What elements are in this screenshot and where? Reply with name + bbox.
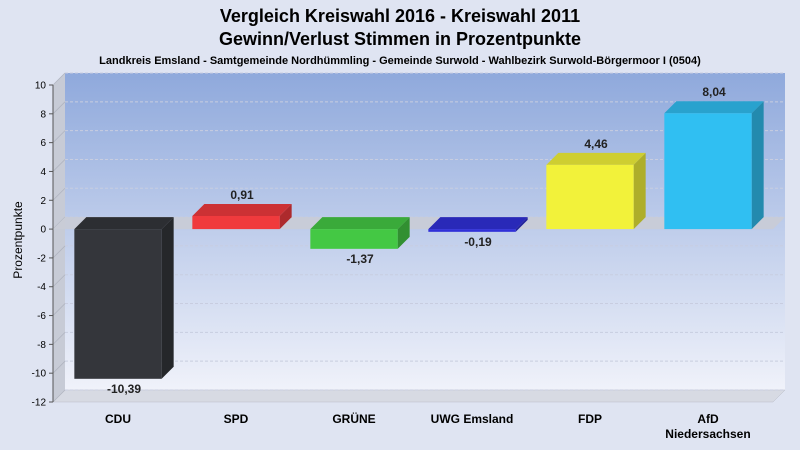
chart-subtitle: Landkreis Emsland - Samtgemeinde Nordhüm…	[99, 55, 701, 67]
bar-top	[664, 101, 764, 114]
bar-top	[74, 217, 174, 230]
bar-top	[546, 152, 646, 165]
y-tick-label: -8	[37, 340, 46, 351]
data-label: -1,37	[346, 252, 374, 266]
chart-title: Vergleich Kreiswahl 2016 - Kreiswahl 201…	[220, 6, 580, 26]
bar-side	[633, 152, 646, 230]
bar-top	[428, 217, 528, 230]
x-tick-label: AfD Niedersachsen	[665, 412, 750, 441]
x-tick-label: GRÜNE	[332, 411, 375, 426]
x-tick-label: FDP	[578, 412, 602, 426]
y-tick-label: -4	[37, 282, 46, 293]
data-label: 0,91	[230, 188, 254, 202]
gridline-side	[52, 332, 66, 345]
y-tick-label: 6	[40, 138, 46, 149]
x-tick-label: UWG Emsland	[431, 412, 514, 426]
bar	[664, 113, 752, 230]
gridline-side	[52, 130, 66, 143]
y-tick-label: 0	[40, 225, 46, 236]
gridline-side	[52, 159, 66, 172]
data-label: 4,46	[584, 137, 608, 151]
x-tick-label: CDU	[105, 412, 131, 426]
gridline-side	[52, 274, 66, 288]
y-tick-label: -6	[37, 311, 46, 322]
bar-side	[161, 217, 174, 379]
bar	[74, 229, 162, 379]
x-tick-label: SPD	[224, 412, 249, 426]
gridline-side	[52, 101, 66, 115]
y-tick-label: -2	[37, 253, 46, 264]
chart-title-2: Gewinn/Verlust Stimmen in Prozentpunkte	[219, 29, 581, 49]
gridline-side	[52, 389, 66, 403]
plot-side-wall	[53, 73, 65, 402]
plot-area: 10 8 6 4 2 0 -2 -4 -6 -8 -10 -12 -10,39 CDU 0,91 SPD -1,…	[32, 72, 786, 441]
bar-side	[751, 101, 764, 230]
y-tick-label: 2	[40, 196, 46, 207]
bar	[310, 229, 398, 249]
data-label: 8,04	[702, 85, 726, 99]
y-tick-label: 8	[40, 109, 46, 120]
y-tick-label: -10	[32, 369, 47, 380]
bar	[546, 164, 634, 230]
bar-top	[192, 203, 292, 216]
y-tick-label: 4	[40, 167, 46, 178]
bar-top	[310, 217, 410, 230]
data-label: -10,39	[107, 382, 141, 396]
gridline-side	[52, 187, 66, 201]
bar	[192, 215, 280, 230]
bar-side	[397, 217, 410, 249]
y-tick-label: -12	[32, 398, 47, 409]
bar-side	[279, 203, 292, 230]
bar	[428, 229, 516, 232]
gridline-side	[52, 72, 66, 86]
plot-floor	[52, 389, 786, 403]
bar-side	[515, 217, 528, 232]
data-label: -0,19	[464, 235, 492, 249]
gridline-side	[52, 245, 66, 259]
y-axis-label: Prozentpunkte	[11, 201, 25, 279]
y-tick-label: 10	[35, 81, 47, 92]
gridline-side	[52, 360, 66, 374]
gridline-side	[52, 303, 66, 316]
